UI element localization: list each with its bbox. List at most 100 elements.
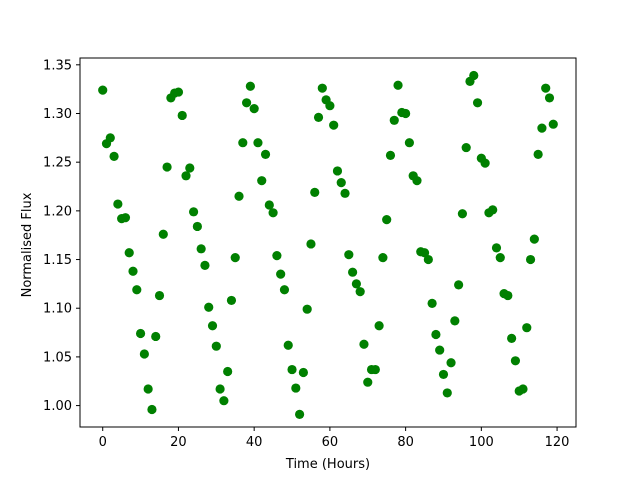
data-point xyxy=(541,83,551,93)
data-point xyxy=(450,316,460,326)
data-point xyxy=(132,285,142,295)
data-point xyxy=(548,119,558,129)
data-point xyxy=(446,358,456,368)
data-point xyxy=(207,321,218,331)
x-tick-label: 0 xyxy=(99,435,107,450)
y-axis-label: Normalised Flux xyxy=(20,192,35,297)
y-axis-ticks: 1.00 1.05 1.10 1.15 1.20 1.25 1.30 1.35 xyxy=(43,58,80,414)
data-point xyxy=(488,205,498,215)
y-tick-label: 1.05 xyxy=(43,350,72,365)
data-point xyxy=(336,178,346,188)
data-point xyxy=(363,377,373,387)
data-point xyxy=(412,176,422,186)
data-point xyxy=(226,295,237,306)
data-point xyxy=(215,384,225,394)
data-point xyxy=(113,199,123,209)
y-tick-label: 1.35 xyxy=(43,58,72,73)
data-point xyxy=(317,83,327,93)
data-point xyxy=(185,163,195,173)
data-point xyxy=(139,349,149,359)
data-point xyxy=(518,384,528,394)
data-point xyxy=(423,254,433,265)
data-point xyxy=(404,138,414,148)
y-tick-label: 1.20 xyxy=(43,204,72,219)
data-point xyxy=(291,383,301,393)
data-point xyxy=(370,364,380,375)
data-point xyxy=(151,331,161,342)
data-point xyxy=(469,70,479,81)
data-point xyxy=(378,252,388,263)
data-point xyxy=(245,81,255,91)
data-point xyxy=(503,290,513,301)
plot-frame xyxy=(79,57,577,428)
data-point xyxy=(389,115,399,125)
data-point xyxy=(525,254,536,265)
data-point xyxy=(454,280,464,290)
data-point xyxy=(495,252,505,263)
data-point xyxy=(510,356,521,366)
data-point xyxy=(177,110,187,121)
data-point xyxy=(158,229,168,239)
data-point xyxy=(128,266,138,276)
data-point xyxy=(105,133,115,143)
points-layer xyxy=(98,70,558,419)
data-point xyxy=(374,321,384,331)
data-point xyxy=(507,333,517,343)
data-point xyxy=(188,207,199,217)
data-point xyxy=(219,396,229,406)
data-point xyxy=(522,323,532,333)
data-point xyxy=(272,251,282,261)
data-point xyxy=(393,80,403,90)
data-point xyxy=(419,248,430,258)
data-point xyxy=(234,191,244,201)
data-point xyxy=(461,142,471,153)
data-point xyxy=(529,234,539,244)
data-point xyxy=(162,162,172,172)
y-tick-label: 1.00 xyxy=(43,399,72,414)
data-point xyxy=(230,252,240,263)
data-point xyxy=(533,149,543,159)
data-point xyxy=(348,267,358,277)
data-point xyxy=(287,364,297,375)
data-point xyxy=(257,176,267,186)
data-point xyxy=(344,250,354,260)
data-point xyxy=(306,239,316,249)
data-point xyxy=(325,101,335,111)
data-point xyxy=(223,366,233,377)
y-tick-label: 1.15 xyxy=(43,253,72,268)
data-point xyxy=(120,213,131,223)
y-tick-label: 1.10 xyxy=(43,302,72,317)
data-point xyxy=(310,187,320,197)
data-point xyxy=(264,200,274,210)
data-point xyxy=(329,120,339,130)
data-point xyxy=(196,244,206,254)
data-point xyxy=(109,151,119,161)
x-tick-label: 120 xyxy=(545,435,570,450)
data-point xyxy=(544,93,555,103)
data-point xyxy=(242,98,252,108)
data-point xyxy=(427,298,437,308)
data-point xyxy=(491,243,502,253)
data-point xyxy=(385,150,396,160)
data-point xyxy=(154,290,165,301)
data-point xyxy=(192,221,202,232)
data-point xyxy=(435,345,445,355)
x-tick-label: 40 xyxy=(246,435,263,450)
data-point xyxy=(147,404,157,415)
data-point xyxy=(401,108,411,119)
data-point xyxy=(98,85,108,95)
data-point xyxy=(253,138,263,148)
data-point xyxy=(480,158,490,168)
data-point xyxy=(438,369,449,380)
data-point xyxy=(355,287,365,297)
data-point xyxy=(135,328,146,339)
x-tick-label: 60 xyxy=(322,435,339,450)
data-point xyxy=(260,149,271,159)
data-point xyxy=(143,384,153,394)
data-point xyxy=(431,329,441,340)
data-point xyxy=(313,112,324,122)
data-point xyxy=(283,340,293,350)
data-point xyxy=(332,166,343,176)
